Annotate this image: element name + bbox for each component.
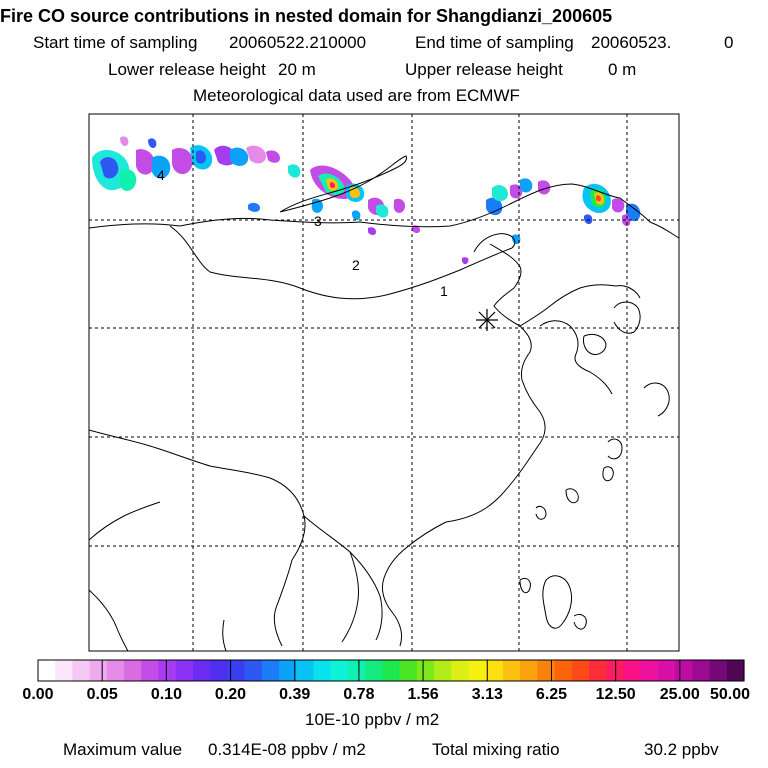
max-value-label: Maximum value: [63, 740, 183, 759]
lower-height-value: 20 m: [278, 60, 316, 79]
end-time-label: End time of sampling: [415, 33, 574, 52]
upper-height-label: Upper release height: [405, 60, 563, 79]
colorbar-swatch: [657, 660, 676, 681]
graticule: [89, 114, 679, 651]
colorbar-units: 10E-10 ppbv / m2: [305, 710, 440, 729]
fire-plumes: [92, 136, 641, 265]
colorbar-swatch: [571, 660, 590, 681]
colorbar-swatch: [451, 660, 470, 681]
colorbar-swatch: [279, 660, 297, 681]
colorbar-tick-label: 3.13: [471, 686, 503, 703]
colorbar-swatch: [38, 660, 56, 681]
start-time-value: 20060522.210000: [229, 33, 367, 52]
max-value: 0.314E-08 ppbv / m2: [208, 740, 366, 759]
colorbar-tick-label: 0.10: [150, 686, 182, 703]
colorbar-swatch: [382, 660, 401, 681]
mixing-ratio-value: 30.2 ppbv: [644, 740, 719, 759]
colorbar-swatch: [434, 660, 452, 681]
colorbar-tick-label: 0.39: [279, 686, 311, 703]
colorbar-swatch: [89, 660, 108, 681]
colorbar-swatch: [485, 660, 504, 681]
colorbar-tick-label: 25.00: [659, 686, 700, 703]
lower-height-label: Lower release height: [108, 60, 266, 79]
colorbar-tick-label: 1.56: [407, 686, 439, 703]
colorbar-swatch: [365, 660, 383, 681]
colorbar-swatch: [347, 660, 366, 681]
end-time-extra: 0: [724, 33, 734, 52]
colorbar-swatch: [210, 660, 229, 681]
colorbar-swatch: [692, 660, 711, 681]
colorbar: [38, 660, 745, 681]
map-title: Fire CO source contributions in nested d…: [0, 6, 613, 26]
colorbar-swatch: [623, 660, 642, 681]
colorbar-swatch: [296, 660, 315, 681]
colorbar-swatch: [640, 660, 659, 681]
colorbar-swatch: [261, 660, 280, 681]
colorbar-swatch: [55, 660, 74, 681]
colorbar-swatch: [106, 660, 125, 681]
colorbar-tick-label: 12.50: [595, 686, 636, 703]
colorbar-swatch: [502, 660, 521, 681]
colorbar-swatch: [124, 660, 142, 681]
colorbar-swatch: [158, 660, 177, 681]
met-data-note: Meteorological data used are from ECMWF: [193, 86, 520, 105]
colorbar-tick-label: 0.78: [343, 686, 375, 703]
colorbar-swatch: [313, 660, 332, 681]
colorbar-swatch: [141, 660, 160, 681]
colorbar-swatch: [416, 660, 435, 681]
map-content: [89, 114, 679, 651]
colorbar-tick-label: 6.25: [535, 686, 568, 703]
colorbar-tick-label: 50.00: [709, 686, 751, 703]
contour-label-4: 4: [157, 167, 165, 183]
mixing-ratio-label: Total mixing ratio: [432, 740, 560, 759]
colorbar-swatch: [520, 660, 538, 681]
contour-label-1: 1: [440, 283, 448, 299]
station-marker-icon: [476, 309, 498, 331]
upper-height-value: 0 m: [608, 60, 637, 79]
colorbar-swatch: [709, 660, 728, 681]
contour-label-2: 2: [352, 257, 360, 273]
colorbar-swatch: [227, 660, 246, 681]
coastlines: [89, 155, 679, 651]
colorbar-swatch: [537, 660, 556, 681]
start-time-label: Start time of sampling: [33, 33, 198, 52]
colorbar-swatch: [399, 660, 418, 681]
colorbar-swatch: [726, 660, 745, 681]
colorbar-swatch: [192, 660, 211, 681]
colorbar-tick-label: 0.20: [214, 686, 247, 703]
colorbar-swatch: [675, 660, 693, 681]
colorbar-swatch: [72, 660, 91, 681]
colorbar-swatch: [244, 660, 263, 681]
colorbar-frame: [37, 659, 745, 682]
colorbar-swatch: [554, 660, 573, 681]
end-time-value: 20060523.: [591, 33, 672, 52]
colorbar-swatch: [589, 660, 607, 681]
colorbar-swatch: [175, 660, 194, 681]
map-frame: [88, 113, 680, 652]
contour-label-3: 3: [314, 213, 322, 229]
colorbar-tick-label: 0.00: [22, 686, 54, 703]
colorbar-tick-label: 0.05: [86, 686, 118, 703]
colorbar-swatch: [330, 660, 349, 681]
colorbar-swatch: [468, 660, 487, 681]
